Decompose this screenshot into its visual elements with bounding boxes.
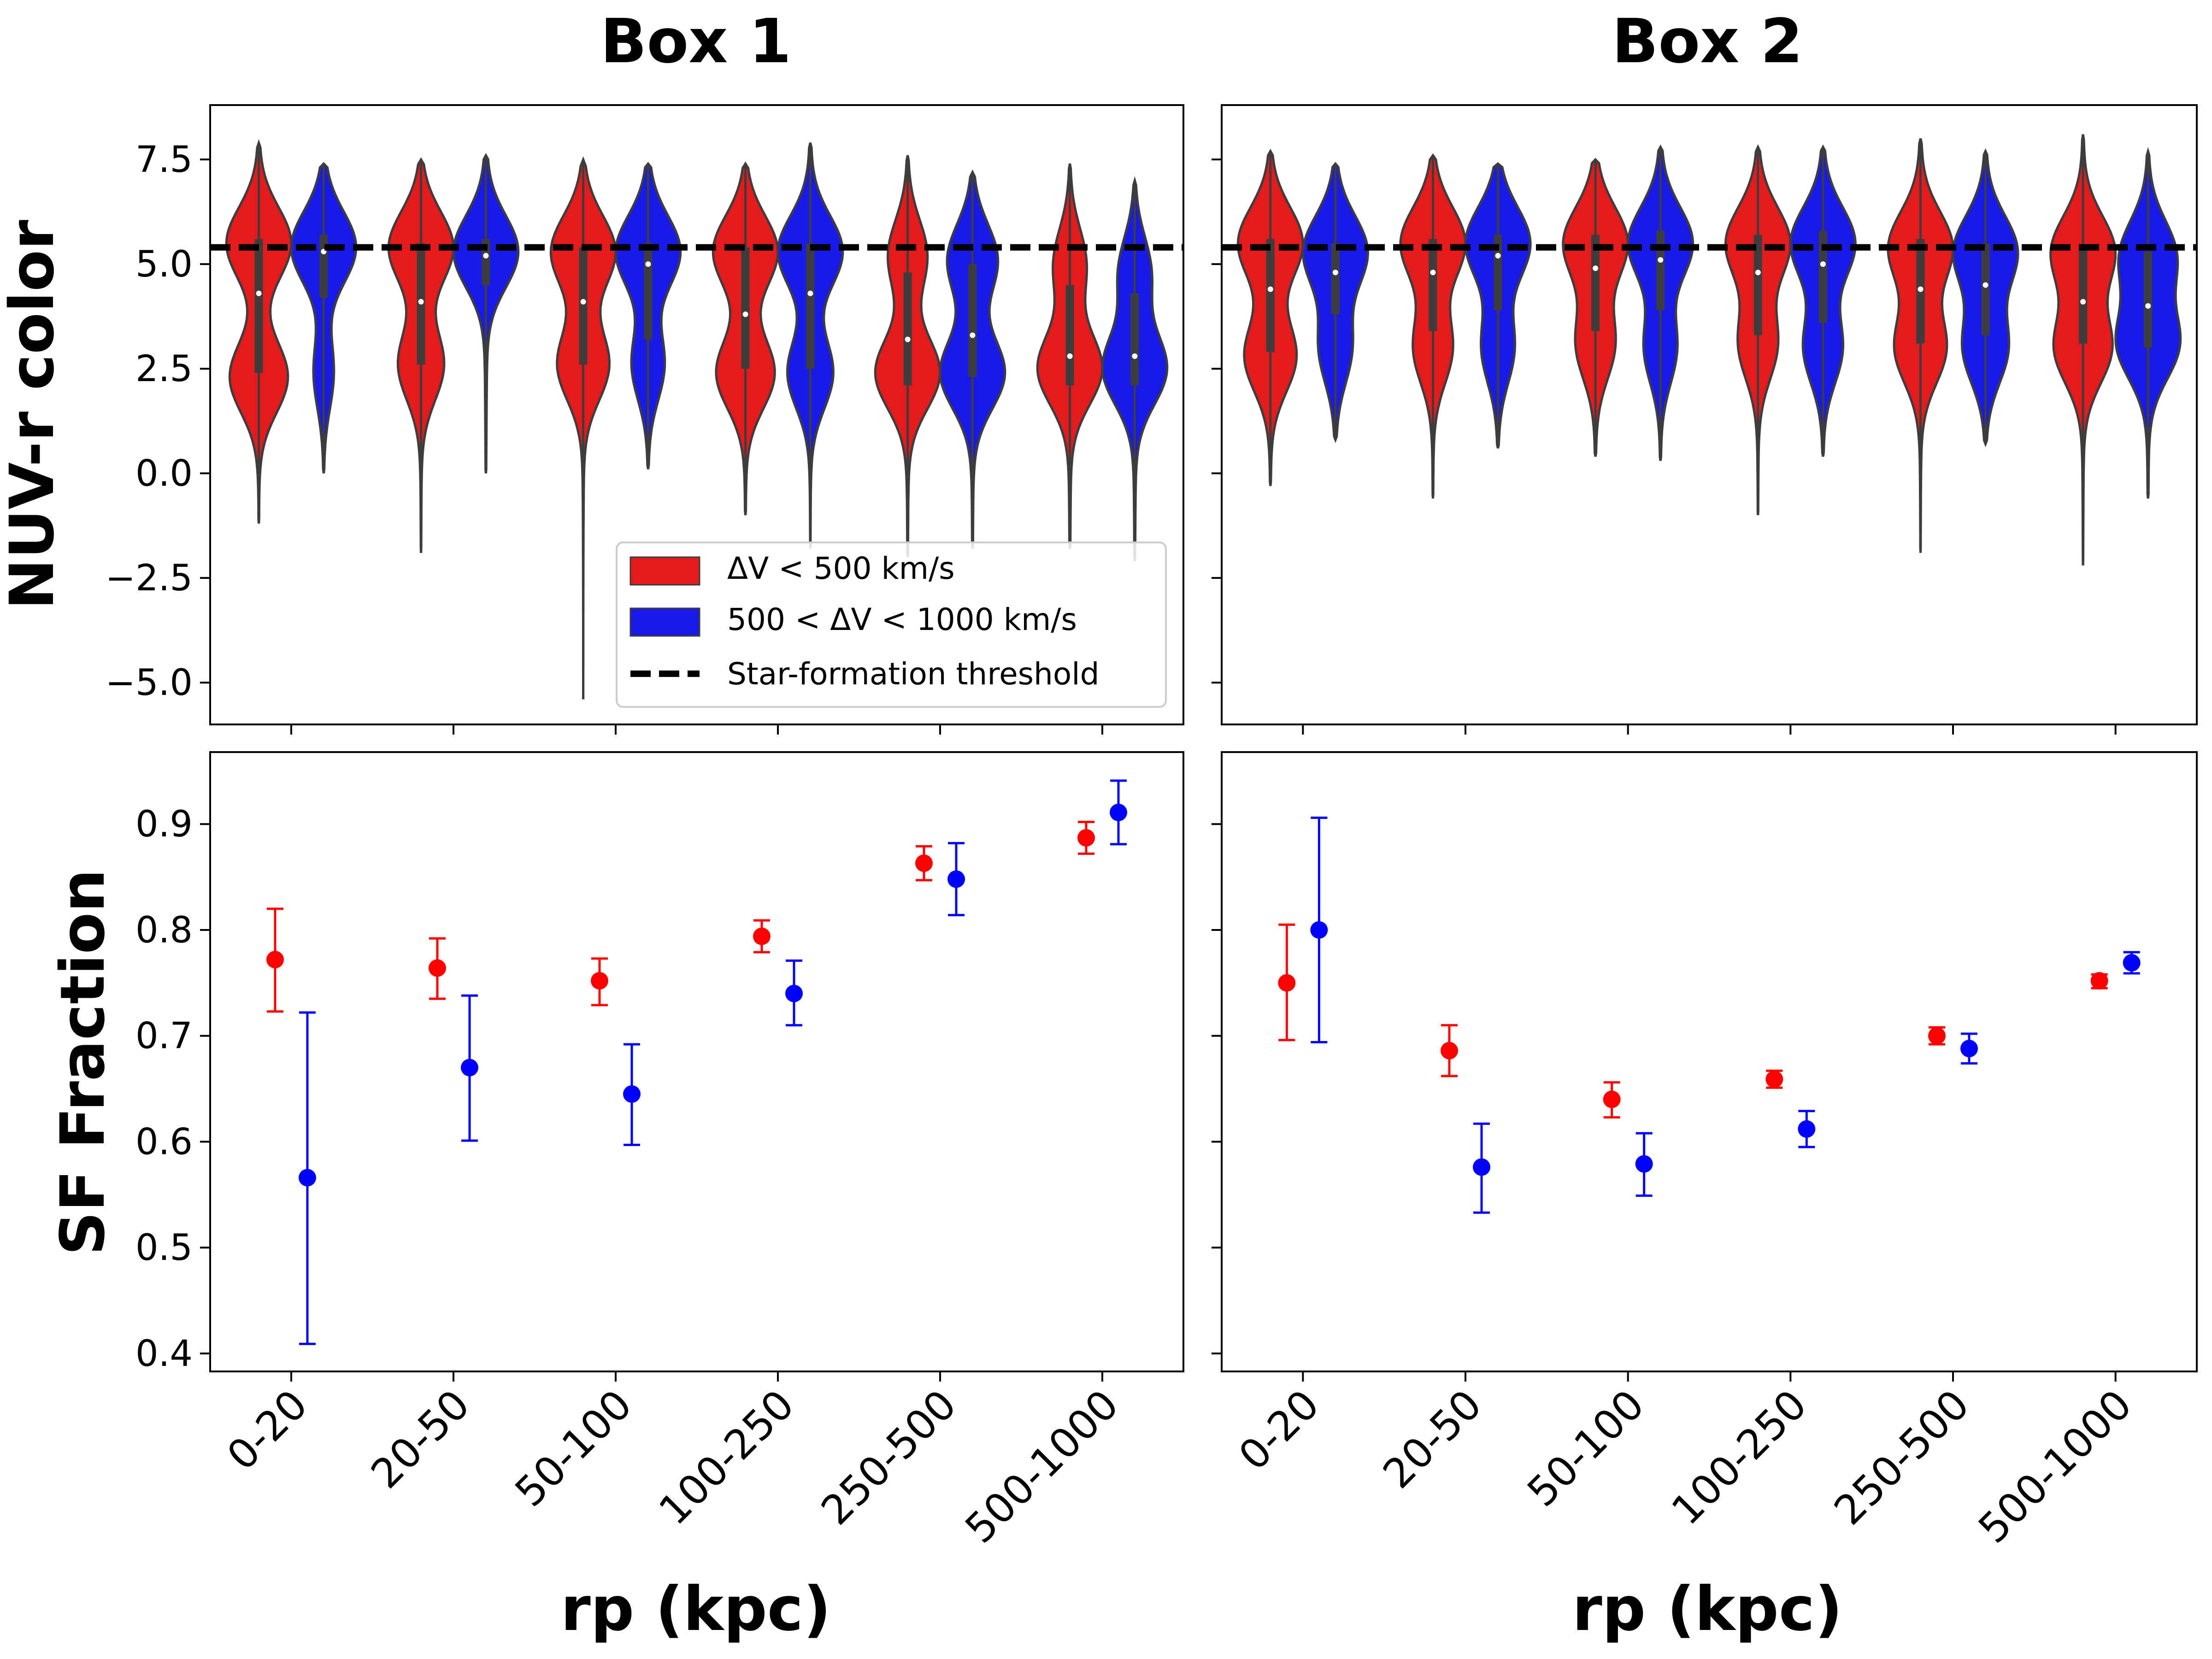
violin-median [483,253,489,259]
violin-median [1267,286,1273,292]
violin-median [256,290,262,296]
ytick-label: 7.5 [135,139,193,181]
data-point [1603,1090,1621,1108]
legend-swatch-red [629,556,700,586]
axes-frame [209,751,1184,1372]
violin-median [1067,353,1073,359]
data-point [2090,972,2108,990]
ytick-label: 0.9 [135,804,193,845]
data-point [1765,1070,1783,1088]
violin-median [1332,270,1338,276]
data-point [266,951,284,969]
ytick-label: 0.5 [135,1227,193,1269]
data-point [1278,974,1296,992]
data-point [1077,829,1095,847]
violin-median [1593,265,1599,271]
data-point [591,972,608,990]
violin-iqr-box [903,272,912,386]
data-point [1110,803,1127,821]
data-point [2123,954,2141,972]
violin-iqr-box [579,247,588,365]
data-point [1635,1155,1653,1173]
violin-median [2145,303,2151,309]
violin-iqr-box [644,243,653,340]
axes-frame [1221,751,2198,1372]
violin-iqr-box [254,239,263,373]
violin-iqr-box [2144,251,2153,348]
xlabel-right: rp (kpc) [1572,1574,1843,1645]
violin-iqr-box [1429,239,1437,331]
legend-label-red: ΔV < 500 km/s [727,551,955,586]
violin-median [645,261,651,267]
data-point [1441,1041,1458,1059]
title-box-1: Box 1 [600,6,791,77]
violin-iqr-box [1065,285,1074,386]
violin-median [970,332,976,338]
data-point [299,1169,316,1187]
legend-frame [616,541,1167,708]
violin-iqr-box [1753,235,1762,335]
violin-median [418,299,424,305]
data-point [1928,1027,1946,1045]
violin-iqr-box [1981,243,1990,335]
violin-median [580,299,586,305]
data-point [785,984,803,1002]
data-point [429,959,446,977]
violin-median [1132,353,1138,359]
legend-label-blue: 500 < ΔV < 1000 km/s [727,602,1077,637]
data-point [1473,1158,1490,1176]
ytick-label: −5.0 [106,662,193,704]
violin-median [905,336,911,342]
data-point [1798,1120,1816,1138]
violin-median [2080,299,2086,305]
violin-median [1755,270,1761,276]
violin-median [1658,257,1664,263]
violin-iqr-box [1656,230,1665,310]
violin-median [1495,253,1501,259]
ylabel-sf-fraction: SF Fraction [47,869,118,1255]
data-point [1960,1040,1978,1058]
violin-median [807,290,813,296]
data-point [623,1085,641,1103]
violin-iqr-box [1591,235,1600,331]
violin-iqr-box [1494,235,1502,310]
ytick-label: −2.5 [106,558,193,599]
data-point [915,854,933,872]
violin-iqr-box [741,247,750,369]
data-point [1310,921,1328,939]
ytick-label: 0.7 [135,1016,193,1057]
panel-violin-box2 [1212,104,2198,735]
ytick-label: 0.6 [135,1121,193,1163]
legend-swatch-blue [629,607,700,637]
violin-iqr-box [1266,239,1275,352]
ytick-label: 0.8 [135,910,193,951]
xlabel-left: rp (kpc) [561,1574,831,1645]
data-point [753,927,771,945]
legend: ΔV < 500 km/s 500 < ΔV < 1000 km/s Star-… [616,541,1167,708]
axes-frame [1221,104,2198,725]
violin-iqr-box [1818,230,1827,323]
violin-median [1983,282,1988,288]
ylabel-nuv-r: NUV-r color [0,220,68,610]
violin-median [1430,270,1436,276]
violin-median [742,312,748,318]
violin-iqr-box [806,243,815,369]
violin-median [1918,286,1924,292]
axes-frame [209,104,1184,725]
violin-iqr-box [1331,243,1340,315]
violin-median [1820,261,1826,267]
ytick-label: 0.0 [135,453,193,494]
panel-violin-box1: −5.0 −2.5 0.0 2.5 5.0 7.5 [106,104,1184,735]
violin-iqr-box [1130,293,1139,386]
data-point [461,1059,478,1077]
violin-iqr-box [968,264,977,377]
data-point [947,870,965,888]
ytick-label: 5.0 [135,244,193,285]
violin-iqr-box [2079,247,2088,344]
title-box-2: Box 2 [1612,6,1803,77]
ytick-label: 0.4 [135,1333,193,1375]
legend-label-threshold: Star-formation threshold [727,656,1100,692]
ytick-label: 2.5 [135,348,193,390]
